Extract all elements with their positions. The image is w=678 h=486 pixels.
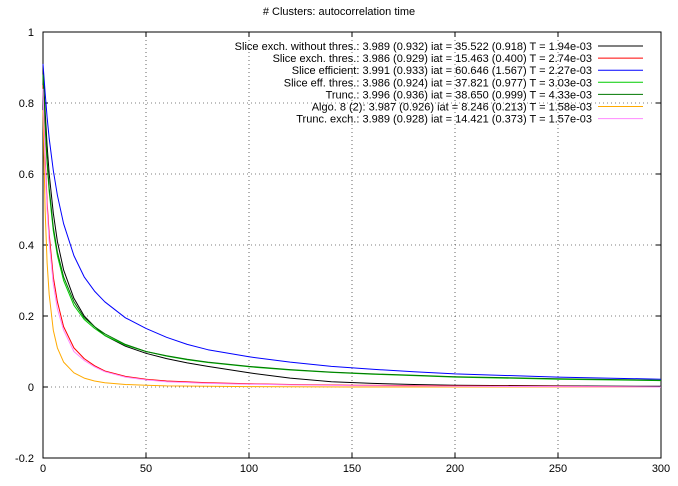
y-tick-label: 1: [28, 27, 34, 39]
legend: Slice exch. without thres.: 3.989 (0.932…: [235, 41, 643, 126]
legend-label: Slice exch. without thres.: 3.989 (0.932…: [235, 41, 592, 53]
y-tick-label: 0.6: [19, 169, 34, 181]
x-tick-label: 100: [240, 463, 258, 475]
series-line-7: [42, 88, 662, 388]
y-tick-label: 0: [28, 382, 34, 394]
y-tick-label: -0.2: [15, 453, 34, 465]
x-tick-label: 300: [652, 463, 670, 475]
axes: [42, 31, 662, 459]
y-tick-label: 0.2: [19, 311, 34, 323]
tick-labels: 0 50 100 150 200 250 300 -0.2 0 0.2 0.4 0.6 0.8 1: [15, 27, 670, 475]
legend-label: Slice efficient: 3.991 (0.933) iat = 60.…: [292, 65, 592, 77]
legend-label: Slice exch. thres.: 3.986 (0.929) iat = …: [273, 53, 592, 65]
chart-title: # Clusters: autocorrelation time: [263, 6, 415, 18]
legend-label: Slice eff. thres.: 3.986 (0.924) iat = 3…: [284, 77, 592, 89]
y-tick-label: 0.4: [19, 240, 34, 252]
series-line-3: [42, 63, 662, 380]
series-line-1: [42, 67, 662, 387]
data-series: [42, 63, 662, 388]
x-tick-label: 0: [40, 463, 46, 475]
series-line-5: [42, 74, 662, 381]
legend-label: Trunc. exch.: 3.989 (0.928) iat = 14.421…: [296, 114, 592, 126]
x-tick-label: 250: [549, 463, 567, 475]
y-tick-label: 0.8: [19, 98, 34, 110]
x-tick-label: 200: [446, 463, 464, 475]
legend-label: Algo. 8 (2): 3.987 (0.926) iat = 8.246 (…: [312, 102, 592, 114]
series-line-6: [42, 110, 661, 388]
legend-label: Trunc.: 3.996 (0.936) iat = 38.650 (0.99…: [326, 89, 592, 101]
x-tick-label: 150: [343, 463, 361, 475]
x-tick-label: 50: [140, 463, 152, 475]
